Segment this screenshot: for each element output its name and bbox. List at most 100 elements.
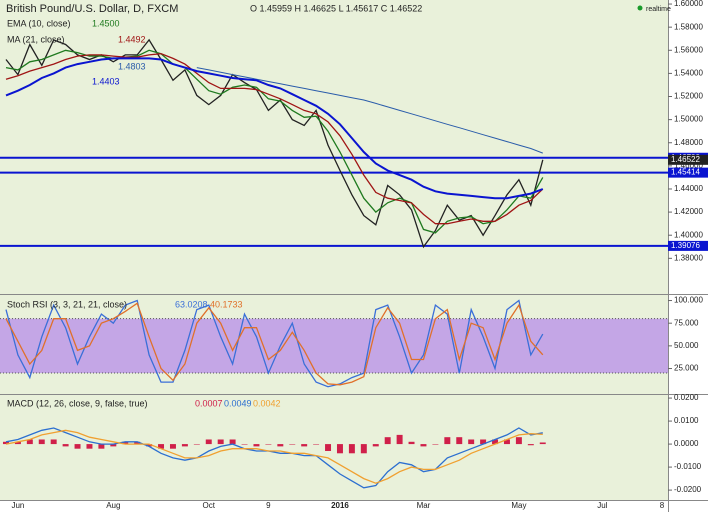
histogram-bar bbox=[432, 444, 439, 445]
y-tick-label: 1.44000 bbox=[674, 184, 703, 193]
x-tick-label: Jun bbox=[11, 501, 24, 510]
histogram-bar bbox=[456, 437, 463, 445]
y-tick-label: 100.000 bbox=[674, 296, 703, 305]
level-tag bbox=[668, 167, 708, 178]
y-tick-label: 1.46000 bbox=[674, 161, 703, 170]
legend-value: 0.0049 bbox=[224, 398, 252, 408]
x-tick-label: May bbox=[511, 501, 526, 510]
histogram-bar bbox=[325, 444, 332, 451]
histogram-bar bbox=[336, 444, 343, 454]
y-tick-label: 1.60000 bbox=[674, 0, 703, 8]
y-tick-label: 0.0100 bbox=[674, 416, 699, 425]
y-tick-label: 1.56000 bbox=[674, 45, 703, 54]
series-line bbox=[5, 427, 543, 489]
band bbox=[0, 318, 668, 374]
ohlc: O 1.45959 H 1.46625 L 1.45617 C 1.46522 bbox=[250, 3, 422, 13]
chart-title: British Pound/U.S. Dollar, D, FXCM bbox=[6, 3, 178, 15]
histogram-bar bbox=[420, 444, 427, 447]
y-tick-label: 1.50000 bbox=[674, 115, 703, 124]
series-line bbox=[5, 57, 544, 200]
y-tick-label: 25.000 bbox=[674, 364, 699, 373]
histogram-bar bbox=[480, 439, 487, 445]
x-tick-label: 8 bbox=[660, 501, 665, 510]
legend-label: MA (21, close) bbox=[7, 34, 65, 44]
y-tick-label: 0.0200 bbox=[674, 393, 699, 402]
legend-value: 1.4500 bbox=[92, 18, 120, 28]
series-line bbox=[196, 67, 543, 154]
x-tick-label: 2016 bbox=[331, 501, 349, 510]
y-tick-label: 1.42000 bbox=[674, 207, 703, 216]
status-dot bbox=[637, 5, 643, 11]
histogram-bar bbox=[360, 444, 367, 454]
legend-value: 63.0208 bbox=[175, 299, 208, 309]
histogram-bar bbox=[372, 444, 379, 447]
histogram-bar bbox=[86, 444, 93, 449]
histogram-bar bbox=[217, 439, 224, 445]
histogram-bar bbox=[503, 439, 510, 445]
histogram-bar bbox=[229, 439, 236, 445]
histogram-bar bbox=[396, 434, 403, 445]
histogram-bar bbox=[468, 439, 475, 445]
histogram-bar bbox=[26, 439, 33, 445]
level-label: 1.45414 bbox=[671, 168, 700, 177]
histogram-bar bbox=[289, 444, 296, 445]
legend-label: Stoch RSI (3, 3, 21, 21, close) bbox=[7, 299, 127, 309]
histogram-bar bbox=[384, 437, 391, 445]
legend-value: 40.1733 bbox=[210, 299, 243, 309]
histogram-bar bbox=[408, 441, 415, 445]
histogram-bar bbox=[277, 444, 284, 447]
histogram-bar bbox=[62, 444, 69, 447]
histogram-bar bbox=[313, 444, 320, 445]
legend-label: MACD (12, 26, close, 9, false, true) bbox=[7, 398, 148, 408]
histogram-bar bbox=[169, 444, 176, 449]
histogram-bar bbox=[134, 441, 141, 445]
histogram-bar bbox=[265, 444, 272, 445]
histogram-bar bbox=[527, 444, 534, 446]
y-tick-label: 1.58000 bbox=[674, 22, 703, 31]
level-tag bbox=[668, 240, 708, 251]
y-tick-label: -0.0100 bbox=[674, 462, 702, 471]
histogram-bar bbox=[193, 444, 200, 445]
x-tick-label: Jul bbox=[597, 501, 607, 510]
histogram-bar bbox=[253, 444, 260, 447]
y-tick-label: -0.0200 bbox=[674, 485, 702, 494]
y-tick-label: 1.38000 bbox=[674, 253, 703, 262]
legend-value: 1.4403 bbox=[92, 76, 120, 86]
y-tick-label: 1.52000 bbox=[674, 92, 703, 101]
series-line bbox=[5, 38, 544, 249]
histogram-bar bbox=[38, 439, 45, 445]
histogram-bar bbox=[146, 444, 153, 447]
series-line bbox=[5, 429, 543, 484]
histogram-bar bbox=[158, 444, 165, 449]
last-label: 1.46522 bbox=[671, 155, 700, 164]
histogram-bar bbox=[348, 444, 355, 454]
y-tick-label: 1.48000 bbox=[674, 138, 703, 147]
y-tick-label: 1.54000 bbox=[674, 69, 703, 78]
histogram-bar bbox=[444, 437, 451, 445]
plot-background bbox=[0, 0, 668, 500]
histogram-bar bbox=[301, 444, 308, 447]
level-label: 1.39076 bbox=[671, 241, 700, 250]
histogram-bar bbox=[110, 444, 117, 447]
y-tick-label: 0.0000 bbox=[674, 439, 699, 448]
histogram-bar bbox=[241, 444, 248, 445]
y-tick-label: 75.000 bbox=[674, 318, 699, 327]
x-tick-label: Oct bbox=[203, 501, 216, 510]
last-tag bbox=[668, 154, 708, 165]
legend-value: 1.4803 bbox=[118, 61, 146, 71]
axis-background bbox=[668, 0, 708, 512]
series-line bbox=[5, 302, 544, 386]
histogram-bar bbox=[205, 439, 212, 445]
legend-value: 0.0042 bbox=[253, 398, 281, 408]
series-line bbox=[5, 53, 544, 225]
y-tick-label: 1.40000 bbox=[674, 230, 703, 239]
series-line bbox=[5, 49, 544, 234]
x-tick-label: 9 bbox=[266, 501, 271, 510]
histogram-bar bbox=[2, 441, 9, 445]
status: realtime bbox=[646, 6, 671, 13]
series-line bbox=[5, 299, 544, 388]
legend-label: EMA (10, close) bbox=[7, 18, 71, 28]
y-tick-label: 50.000 bbox=[674, 341, 699, 350]
